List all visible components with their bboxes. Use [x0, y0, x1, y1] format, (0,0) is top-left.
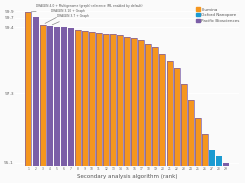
- Bar: [195, 118, 201, 166]
- Bar: [25, 12, 31, 166]
- Bar: [159, 54, 165, 166]
- Bar: [75, 30, 81, 166]
- Bar: [181, 84, 187, 166]
- Bar: [202, 134, 208, 166]
- Bar: [152, 47, 159, 166]
- Bar: [202, 134, 208, 166]
- Bar: [96, 33, 102, 166]
- Bar: [167, 61, 172, 166]
- Bar: [138, 40, 144, 166]
- Bar: [159, 54, 165, 166]
- Bar: [82, 31, 88, 166]
- Bar: [152, 47, 159, 166]
- Bar: [47, 26, 53, 166]
- Text: DRAGEN 3.10 + Graph: DRAGEN 3.10 + Graph: [45, 9, 85, 23]
- Legend: Illumina, Oxford Nanopore, Pacific Biosciences: Illumina, Oxford Nanopore, Pacific Biosc…: [194, 6, 242, 24]
- Bar: [82, 31, 88, 166]
- Bar: [181, 84, 187, 166]
- Bar: [103, 33, 109, 166]
- X-axis label: Secondary analysis algorithm (rank): Secondary analysis algorithm (rank): [77, 174, 177, 179]
- Bar: [117, 35, 123, 166]
- Bar: [195, 118, 201, 166]
- Bar: [40, 25, 46, 166]
- Bar: [25, 12, 31, 166]
- Bar: [110, 34, 116, 166]
- Bar: [61, 27, 67, 166]
- Bar: [174, 68, 180, 166]
- Text: DRAGEN 3.7 + Graph: DRAGEN 3.7 + Graph: [52, 14, 88, 25]
- Bar: [103, 33, 109, 166]
- Bar: [209, 150, 215, 166]
- Bar: [96, 33, 102, 166]
- Bar: [89, 32, 95, 166]
- Bar: [188, 100, 194, 166]
- Bar: [75, 30, 81, 166]
- Bar: [145, 44, 151, 166]
- Bar: [117, 35, 123, 166]
- Bar: [145, 44, 151, 166]
- Bar: [124, 37, 130, 166]
- Bar: [167, 61, 172, 166]
- Bar: [33, 17, 38, 166]
- Bar: [131, 38, 137, 166]
- Bar: [216, 156, 222, 166]
- Bar: [110, 34, 116, 166]
- Bar: [131, 38, 137, 166]
- Bar: [174, 68, 180, 166]
- Bar: [124, 37, 130, 166]
- Bar: [68, 28, 74, 166]
- Bar: [188, 100, 194, 166]
- Text: DRAGEN 4.0 + Multigenome (graph) reference (ML enabled by default): DRAGEN 4.0 + Multigenome (graph) referen…: [31, 4, 142, 12]
- Bar: [40, 25, 46, 166]
- Bar: [138, 40, 144, 166]
- Bar: [223, 163, 229, 166]
- Bar: [54, 27, 60, 166]
- Bar: [89, 32, 95, 166]
